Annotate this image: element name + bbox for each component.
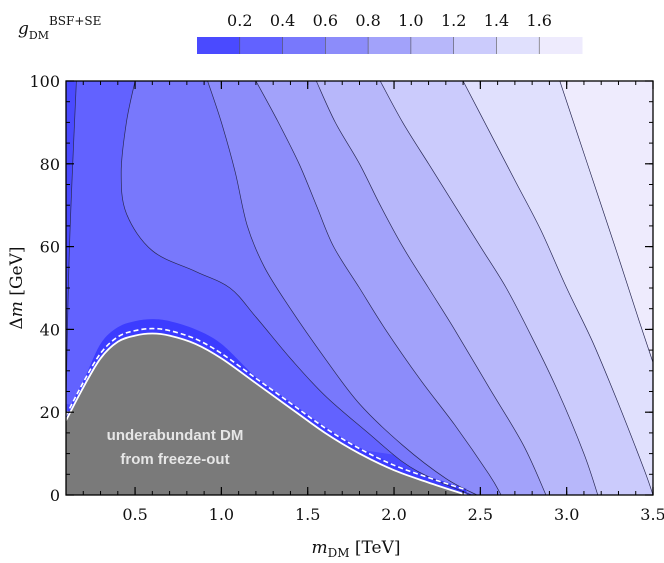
legend-swatch: [325, 37, 369, 54]
legend-label: 0.4: [270, 11, 295, 30]
y-tick-label: 100: [29, 72, 60, 91]
region-label: underabundant DM from freeze-out: [107, 427, 244, 468]
legend-swatch: [197, 37, 241, 54]
underabundant-fill: [66, 333, 467, 495]
underabundant-region: [65, 327, 467, 496]
x-tick-label: 3.5: [640, 505, 664, 524]
x-tick-label: 2.0: [381, 505, 406, 524]
y-tick-label: 60: [40, 238, 60, 257]
legend-label: 0.6: [313, 11, 338, 30]
region-label-line: from freeze-out: [120, 451, 229, 468]
x-tick-label: 3.0: [554, 505, 579, 524]
legend-swatch: [368, 37, 412, 54]
legend-label: 1.2: [441, 11, 466, 30]
boundary-line: [65, 332, 467, 496]
legend-swatch: [410, 37, 455, 54]
legend-swatch: [282, 37, 326, 54]
y-tick-label: 40: [40, 320, 60, 339]
y-tick-label: 0: [50, 486, 60, 505]
contour-line: [120, 80, 472, 496]
contour-line: [462, 80, 654, 496]
legend-label: 1.0: [398, 11, 423, 30]
legend-label: 0.8: [355, 11, 380, 30]
legend-label: 0.2: [227, 11, 252, 30]
contour-line: [315, 80, 547, 496]
legend-title: gDMBSF+SE: [18, 14, 101, 42]
contour-lines: [65, 80, 654, 496]
legend-swatch: [453, 37, 497, 54]
legend-labels: 0.2 0.4 0.6 0.8 1.0 1.2 1.4 1.6: [227, 11, 552, 54]
y-tick-label: 20: [40, 403, 60, 422]
x-tick-label: 2.5: [468, 505, 493, 524]
contour-line: [379, 80, 599, 496]
legend-swatch: [239, 37, 284, 54]
x-tick-label: 1.0: [209, 505, 234, 524]
legend-swatches: [197, 37, 583, 54]
axis-ticks: 0.5 1.0 1.5 2.0 2.5 3.0 3.5 0 20 40 60 80 100: [29, 72, 664, 524]
legend-swatch: [539, 37, 583, 54]
legend-label: 1.4: [484, 11, 509, 30]
y-tick-label: 80: [40, 155, 60, 174]
boundary-dashed-line: [65, 327, 467, 491]
x-axis-label: mDM [TeV]: [311, 538, 400, 560]
contour-line: [559, 80, 654, 363]
legend-swatch: [496, 37, 540, 54]
y-axis-label: Δm [GeV]: [7, 247, 27, 330]
region-label-line: underabundant DM: [107, 427, 244, 444]
legend: gDMBSF+SE 0.2 0.4 0.6 0.8 1.0 1.2 1.4 1.6: [18, 11, 583, 54]
contour-line: [207, 80, 478, 496]
x-tick-label: 0.5: [122, 505, 147, 524]
band-fill: [559, 81, 653, 363]
x-tick-label: 1.5: [295, 505, 320, 524]
legend-label: 1.6: [526, 11, 551, 30]
contour-line: [255, 80, 502, 496]
